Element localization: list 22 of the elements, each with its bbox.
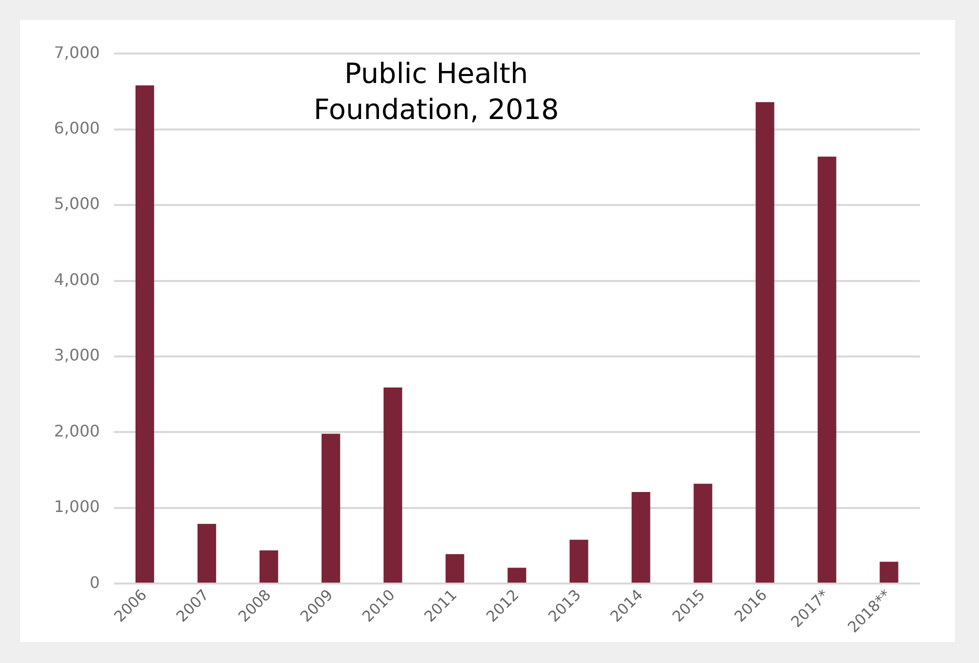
bar [632, 492, 650, 583]
y-tick-label: 5,000 [54, 194, 100, 214]
bar [198, 524, 216, 583]
annotation: Public Health Foundation, 2018 [314, 56, 559, 126]
y-tick-label: 7,000 [54, 42, 100, 62]
bar [508, 568, 526, 583]
y-tick-label: 6,000 [54, 118, 100, 138]
bar [570, 540, 588, 583]
bar [756, 102, 774, 583]
bar [446, 554, 464, 583]
bar [818, 156, 836, 583]
y-tick-label: 1,000 [54, 497, 100, 516]
y-tick-label: 2,000 [54, 421, 100, 440]
bar [322, 434, 340, 583]
bar [694, 484, 712, 583]
y-tick-label: 3,000 [54, 346, 100, 365]
y-tick-label: 4,000 [54, 270, 100, 289]
bar [384, 388, 402, 583]
bar [260, 550, 278, 583]
y-tick-label: 0 [90, 572, 100, 592]
bar [136, 85, 154, 583]
bar [880, 562, 898, 583]
